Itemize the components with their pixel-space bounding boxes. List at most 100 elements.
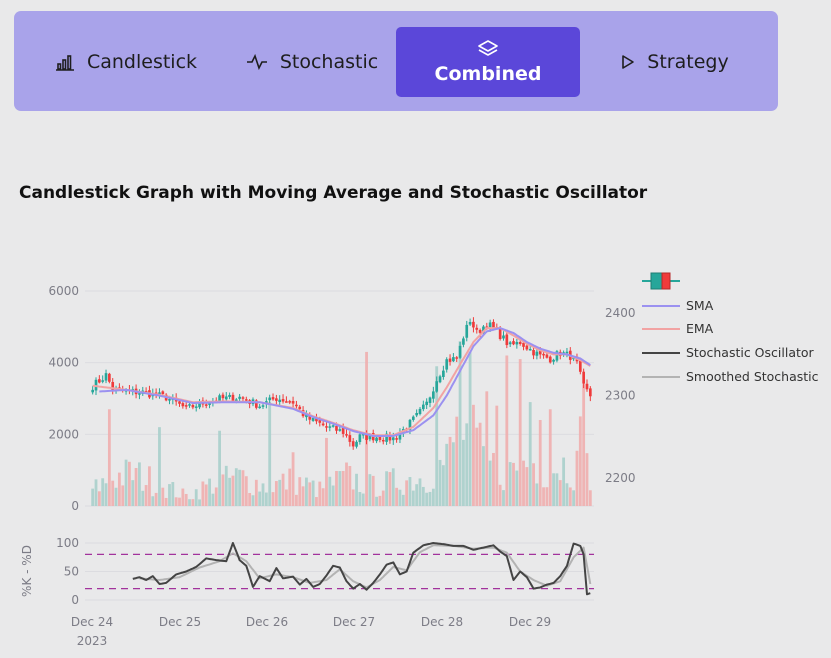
volume-bar: [238, 469, 242, 506]
volume-bar: [378, 495, 382, 506]
candle-body: [398, 433, 402, 440]
volume-bar: [508, 462, 512, 506]
volume-bar: [438, 459, 442, 506]
volume-bar: [368, 474, 372, 506]
volume-bar: [398, 489, 402, 506]
volume-bar: [254, 479, 258, 506]
candle-body: [361, 433, 365, 436]
volume-bar: [204, 484, 208, 506]
volume-bar: [558, 480, 562, 506]
play-icon: [621, 54, 635, 70]
candle-body: [395, 438, 398, 440]
candle-body: [184, 405, 188, 407]
candle-body: [221, 394, 225, 399]
candle-body: [468, 322, 472, 325]
volume-bar: [435, 366, 439, 506]
volume-bar: [241, 470, 245, 506]
volume-bar: [161, 487, 165, 506]
candle-body: [305, 414, 308, 418]
volume-bar: [328, 476, 332, 506]
volume-bar: [107, 409, 111, 506]
candle-body: [278, 399, 282, 403]
volume-bar: [532, 463, 535, 506]
candle-body: [512, 341, 515, 345]
candle-body: [522, 342, 525, 347]
tab-bar: Candlestick Stochastic Combined Strategy: [14, 11, 778, 111]
candle-body: [542, 353, 545, 356]
volume-bar: [97, 491, 101, 506]
candle-body: [555, 351, 559, 361]
candle-body: [381, 439, 385, 442]
volume-bar: [468, 351, 472, 506]
candle-body: [91, 389, 95, 393]
moving-averages: [92, 327, 591, 437]
candle-body: [525, 345, 529, 350]
volume-bar: [301, 486, 305, 506]
candle-body: [231, 394, 235, 402]
tab-stochastic[interactable]: Stochastic: [232, 27, 392, 97]
volume-bar: [361, 493, 365, 506]
volume-bar: [318, 481, 322, 506]
legend-ema-label: EMA: [686, 321, 714, 336]
candle-body: [331, 425, 335, 427]
candle-body: [104, 373, 108, 381]
volume-bar: [485, 391, 489, 506]
volume-bar: [131, 480, 135, 506]
volume-bar: [281, 473, 285, 506]
volume-bar: [502, 490, 505, 506]
volume-bar: [428, 491, 432, 506]
candle-body: [328, 426, 332, 428]
sma-line: [99, 327, 591, 437]
x-tick: Dec 28: [421, 615, 463, 629]
volume-bar: [418, 478, 422, 506]
volume-bar: [441, 465, 445, 506]
volume-bar: [138, 462, 141, 506]
candle-body: [351, 441, 355, 447]
candle-body: [181, 403, 185, 407]
stoch-tick: 0: [71, 593, 79, 607]
candle-body: [318, 420, 322, 423]
volume-bar: [528, 402, 532, 506]
bar-chart-icon: [55, 53, 75, 71]
volume-bar: [121, 485, 125, 506]
volume-bar: [168, 484, 171, 506]
volume-bar: [248, 493, 252, 506]
y-right-tick: 2200: [605, 471, 636, 485]
volume-bar: [268, 402, 272, 506]
y-left-tick: 6000: [48, 284, 79, 298]
candle-body: [565, 351, 569, 354]
volume-bar: [465, 423, 469, 506]
candle-body: [271, 397, 275, 400]
volume-bar: [371, 475, 375, 506]
tab-combined[interactable]: Combined: [396, 27, 580, 97]
candle-body: [505, 334, 509, 346]
tab-strategy[interactable]: Strategy: [610, 27, 740, 97]
volume-bar: [355, 473, 358, 506]
volume-bar: [345, 462, 348, 506]
candle-body: [375, 437, 378, 442]
candle-body: [188, 404, 191, 406]
candle-body: [224, 396, 228, 400]
volume-bar: [568, 487, 572, 506]
volume-bar: [208, 478, 211, 506]
volume-bar: [421, 486, 425, 506]
candle-body: [465, 324, 469, 338]
candle-body: [585, 383, 589, 390]
volume-bar: [158, 427, 161, 506]
volume-bar: [338, 471, 342, 506]
layers-icon: [478, 39, 498, 57]
volume-bar: [405, 480, 409, 506]
candle-body: [281, 399, 285, 402]
volume-bar: [111, 480, 115, 506]
volume-bar: [291, 452, 295, 506]
volume-bar: [462, 439, 465, 506]
volume-bar: [278, 479, 282, 506]
volume-bar: [194, 489, 198, 506]
y-left-tick: 2000: [48, 427, 79, 441]
tab-candlestick[interactable]: Candlestick: [46, 27, 206, 97]
candle-body: [168, 399, 171, 401]
candle-body: [208, 403, 211, 405]
volume-bar: [134, 468, 138, 506]
candle-body: [478, 329, 482, 333]
candle-body: [101, 380, 105, 382]
